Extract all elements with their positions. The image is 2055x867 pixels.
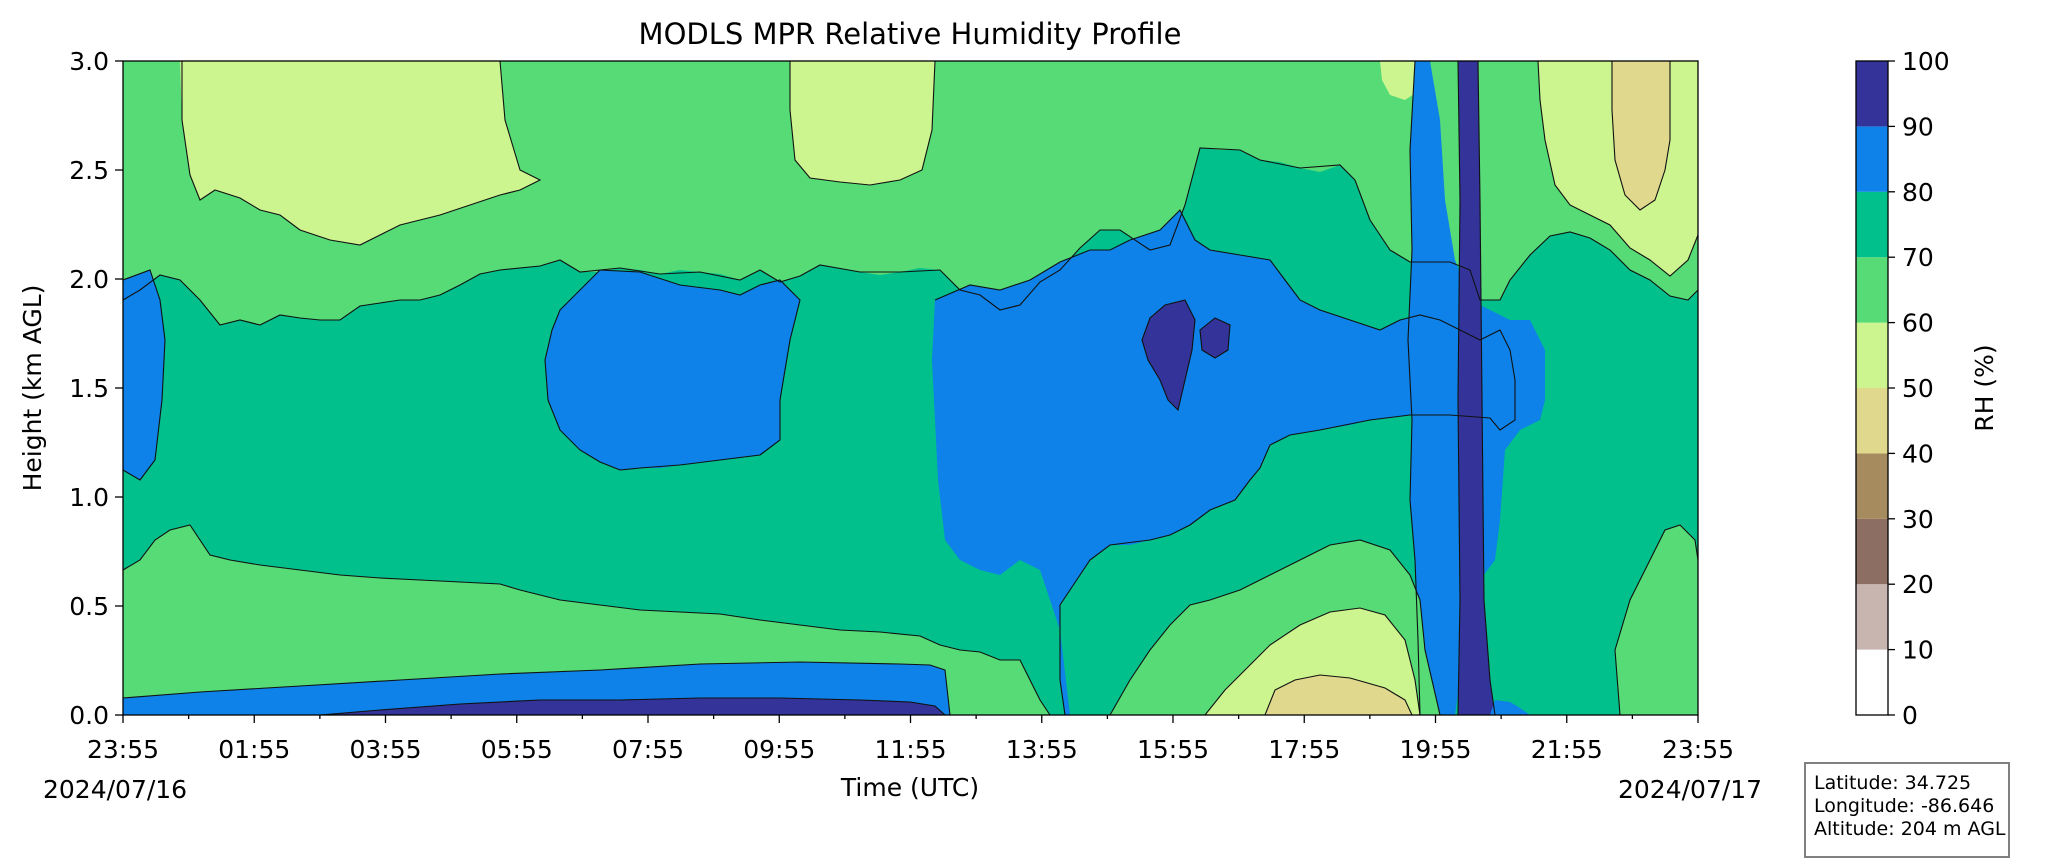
x-tick-label: 13:55 [1006,735,1078,764]
x-axis: 23:55 01:55 03:55 05:55 07:55 09:55 11:55 13:55… [87,715,1734,764]
colorbar-tick-label: 60 [1902,309,1934,338]
y-tick-label: 1.0 [69,483,109,512]
x-tick-label: 09:55 [743,735,815,764]
colorbar-swatch [1856,649,1888,715]
rh-band-60-70-lower-far-right [1615,525,1698,715]
rh-band-40-50-bottom [1265,675,1412,715]
x-tick-label: 07:55 [612,735,684,764]
rh-band-80-90-bottom-right [1490,700,1530,715]
x-tick-label: 19:55 [1399,735,1471,764]
station-longitude: Longitude: -86.646 [1814,795,1995,817]
colorbar-tick-label: 80 [1902,178,1934,207]
rh-band-90-100-small [1200,318,1230,358]
rh-band-50-60-top-2 [790,61,935,185]
colorbar-label: RH (%) [1970,344,1999,431]
rh-band-50-60-top-4 [1380,61,1420,100]
rh-band-50-60-top-1 [180,61,540,245]
contour-plot-area [123,61,1698,715]
colorbar-swatch [1856,518,1888,585]
rh-band-90-100-column [1458,61,1495,715]
colorbar-swatch [1856,257,1888,323]
y-tick-label: 3.0 [69,47,109,76]
rh-band-90-100-center [1142,300,1195,410]
colorbar-tick-label: 10 [1902,636,1934,665]
x-tick-label: 17:55 [1268,735,1340,764]
y-tick-label: 1.5 [69,374,109,403]
x-tick-label: 11:55 [874,735,946,764]
x-tick-label: 23:55 [1662,735,1734,764]
colorbar-tick-label: 50 [1902,374,1934,403]
x-axis-label: Time (UTC) [840,773,979,802]
y-tick-label: 0.5 [69,592,109,621]
rh-band-80-90-left [123,270,165,480]
colorbar-tick-label: 30 [1902,505,1934,534]
contour-lines [123,61,1698,715]
x-tick-label: 01:55 [218,735,290,764]
rh-band-40-50-top [1612,61,1670,210]
colorbar: 0 10 20 30 40 50 60 70 80 90 100 [1855,47,1950,730]
colorbar-tick-label: 90 [1902,112,1934,141]
colorbar-swatch [1856,584,1888,650]
station-info-box: Latitude: 34.725 Longitude: -86.646 Alti… [1804,762,2010,858]
y-tick-label: 0.0 [69,701,109,730]
colorbar-tick-label: 100 [1902,47,1950,76]
colorbar-tick-label: 0 [1902,701,1918,730]
chart-title: MODLS MPR Relative Humidity Profile [639,17,1182,51]
colorbar-swatch [1856,322,1888,388]
x-tick-label: 05:55 [481,735,553,764]
start-date-label: 2024/07/16 [43,775,187,804]
rh-band-90-100-bottom [320,698,945,715]
y-tick-label: 2.5 [69,156,109,185]
rh-band-80-90-center-left [545,270,800,470]
x-tick-label: 21:55 [1531,735,1603,764]
x-tick-label: 23:55 [87,735,159,764]
x-tick-label: 03:55 [349,735,421,764]
colorbar-tick-label: 40 [1902,439,1934,468]
x-tick-label: 15:55 [1137,735,1209,764]
y-axis: 0.0 0.5 1.0 1.5 2.0 2.5 3.0 [69,47,123,730]
colorbar-swatch [1856,453,1888,519]
colorbar-tick-label: 70 [1902,243,1934,272]
colorbar-swatch [1856,388,1888,454]
rh-band-60-70-upper [123,61,1698,325]
colorbar-swatch [1856,191,1888,258]
station-latitude: Latitude: 34.725 [1814,772,1972,794]
colorbar-swatch [1856,126,1888,192]
y-axis-label: Height (km AGL) [18,285,47,492]
y-tick-label: 2.0 [69,265,109,294]
colorbar-tick-label: 20 [1902,570,1934,599]
end-date-label: 2024/07/17 [1618,775,1762,804]
colorbar-swatch [1856,61,1888,127]
rh-band-80-90-center [932,210,1515,715]
station-altitude: Altitude: 204 m AGL [1814,818,2006,840]
